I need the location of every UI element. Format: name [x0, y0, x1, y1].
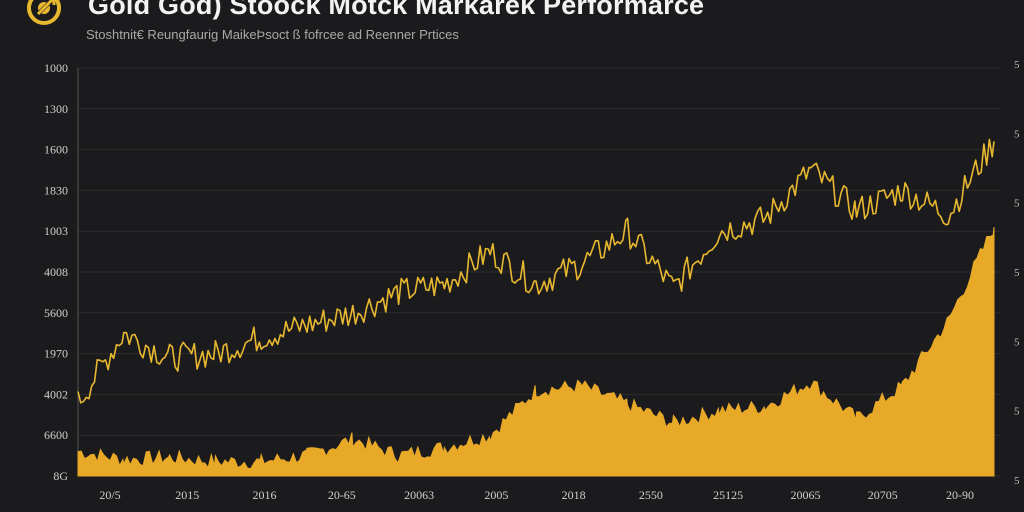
y-tick-label: 1000 [44, 61, 68, 75]
x-tick-label: 20/5 [99, 488, 120, 502]
area-layer [77, 227, 995, 477]
x-tick-label: 20063 [404, 488, 434, 502]
y-axis-ticks: 1000 1300 1600 1830 1003 4008 5600 1970 4002 6600… [44, 61, 68, 483]
x-tick-label: 2005 [484, 488, 508, 502]
x-tick-label: 20705 [868, 488, 898, 502]
y-tick-label: 4002 [44, 387, 68, 401]
right-tick-label: 5 [1014, 475, 1020, 487]
y-tick-label: 1830 [44, 183, 68, 197]
chart-header: Gold God) Stoock Motck Markarek Performa… [0, 0, 1024, 60]
line-series [77, 138, 995, 404]
right-tick-label: 5 [1014, 406, 1020, 418]
x-tick-label: 20-65 [328, 488, 356, 502]
line-layer [77, 138, 995, 404]
y-tick-label: 1003 [44, 224, 68, 238]
y-tick-label: 8G [53, 469, 68, 483]
y-tick-label: 4008 [44, 265, 68, 279]
y-tick-label: 6600 [44, 428, 68, 442]
y-tick-label: 1970 [44, 347, 68, 361]
x-tick-label: 2015 [175, 488, 199, 502]
right-tick-label: 5 [1014, 59, 1020, 71]
right-tick-label: 5 [1014, 128, 1020, 140]
area-series [77, 227, 995, 477]
x-tick-label: 2016 [253, 488, 277, 502]
y-tick-label: 5600 [44, 306, 68, 320]
right-axis-ticks: 5 5 5 5 5 5 5 [1014, 59, 1020, 487]
gold-coin-arrow-icon [27, 0, 61, 25]
x-tick-label: 20065 [790, 488, 820, 502]
x-axis-ticks: 20/5 2015 2016 20-65 20063 2005 2018 2550 25125 2… [99, 488, 974, 502]
right-tick-label: 5 [1014, 267, 1020, 279]
x-tick-label: 25125 [713, 488, 743, 502]
right-tick-label: 5 [1014, 336, 1020, 348]
x-tick-label: 20-90 [946, 488, 974, 502]
right-tick-label: 5 [1014, 198, 1020, 210]
y-tick-label: 1300 [44, 102, 68, 116]
chart-subtitle: Stoshtnit€ Reungfaurig MaikeÞsoct ß fofr… [86, 27, 459, 42]
x-tick-label: 2550 [639, 488, 663, 502]
x-tick-label: 2018 [562, 488, 586, 502]
y-tick-label: 1600 [44, 143, 68, 157]
chart-title: Gold God) Stoock Motck Markarek Performa… [88, 0, 705, 20]
